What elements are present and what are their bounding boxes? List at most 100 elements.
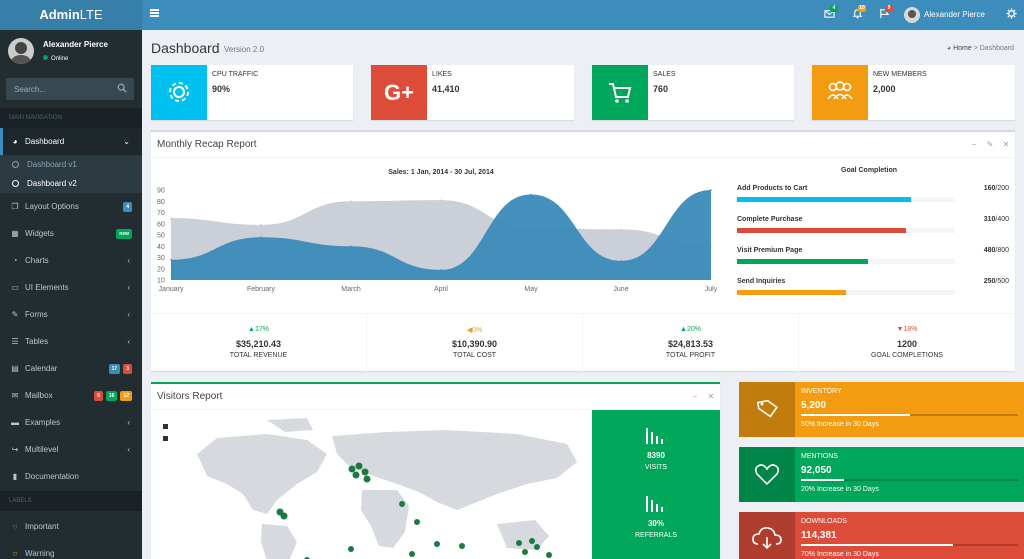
mailbox-badge-yellow: 12 <box>120 391 132 401</box>
sidebar-item-charts[interactable]: ◔ Charts ‹ <box>0 247 142 274</box>
y-tick-label: 40 <box>157 244 165 251</box>
search-button[interactable] <box>116 83 128 95</box>
info-box-icon-bg: G+ <box>371 65 427 120</box>
user-menu[interactable]: Alexander Pierce <box>904 6 985 24</box>
folder-icon: ▬ <box>11 418 19 427</box>
sidebar-item-tables[interactable]: ☰ Tables ‹ <box>0 328 142 355</box>
sidebar-item-dashboard[interactable]: ◕ Dashboard ⌄ <box>0 128 142 155</box>
chart-title: Sales: 1 Jan, 2014 - 30 Jul, 2014 <box>388 169 494 176</box>
th-icon: ▦ <box>11 229 19 238</box>
stat-percentage: ◀0% <box>466 327 483 334</box>
sidebar-toggle-button[interactable] <box>150 9 159 17</box>
notifications-button[interactable]: 10 <box>850 5 866 22</box>
tile-value: 114,381 <box>801 530 837 541</box>
search-input[interactable] <box>6 78 114 100</box>
stat-value: $35,210.43 <box>235 339 282 349</box>
goal-completion-title: Goal Completion <box>841 167 897 174</box>
data-point-series-2 <box>710 189 712 191</box>
sidebar-item-layout-options[interactable]: ❐ Layout Options 4 <box>0 193 142 220</box>
visitors-report-box: Visitors Report − ✕ 8390 VISITS <box>151 382 720 559</box>
zoom-in-button[interactable] <box>163 424 168 429</box>
info-box-new-members: NEW MEMBERS 2,000 <box>812 65 1015 120</box>
bar-chart-icon <box>646 428 663 444</box>
tile-progress-fill <box>801 479 845 481</box>
info-box-label: CPU TRAFFIC <box>212 71 259 78</box>
online-dot-icon <box>43 55 48 60</box>
data-point-series-2 <box>530 193 532 196</box>
x-tick-label: July <box>705 286 718 293</box>
sidebar-subitem-label: Dashboard v1 <box>27 160 77 169</box>
stat-caption: TOTAL REVENUE <box>229 352 288 359</box>
sidebar-item-calendar[interactable]: ▤ Calendar 17 3 <box>0 355 142 382</box>
tile-icon-bg <box>739 512 795 559</box>
data-point-series-1 <box>440 199 442 201</box>
user-status: Online <box>43 55 68 62</box>
zoom-out-button[interactable] <box>163 436 168 441</box>
goal-done: 310 <box>983 216 996 223</box>
x-tick-label: February <box>247 286 276 293</box>
data-point-series-2 <box>170 258 172 261</box>
breadcrumb-separator: > <box>973 45 980 52</box>
control-sidebar-gear-icon[interactable] <box>1006 8 1017 22</box>
sidebar-item-label: Tables <box>25 337 49 346</box>
wrench-icon[interactable]: ✎ <box>986 140 994 149</box>
sidebar-subitem-dashboard-v1[interactable]: Dashboard v1 <box>0 155 142 174</box>
chevron-left-icon: ‹ <box>127 256 130 265</box>
collapse-button[interactable]: − <box>971 140 977 149</box>
sidebar-item-ui-elements[interactable]: ▭ UI Elements ‹ <box>0 274 142 301</box>
box-title: Visitors Report <box>157 391 223 402</box>
sidebar-label-important[interactable]: ○ Important <box>0 513 142 540</box>
user-status-text: Online <box>51 56 69 62</box>
x-tick-label: March <box>341 286 361 293</box>
sidebar-label-warning[interactable]: ○ Warning <box>0 540 142 559</box>
sidebar-subitem-dashboard-v2[interactable]: Dashboard v2 <box>0 174 142 193</box>
tasks-button[interactable]: 9 <box>877 5 893 22</box>
sidebar-item-label: Dashboard <box>25 137 65 146</box>
sidebar-item-label: Widgets <box>25 229 54 238</box>
info-box-number: 760 <box>653 84 669 94</box>
pie-chart-icon: ◔ <box>12 256 18 265</box>
stat-percentage: ▲17% <box>248 326 269 333</box>
sidebar-item-mailbox[interactable]: ✉ Mailbox 5 16 12 <box>0 382 142 409</box>
sales-area-chart: Sales: 1 Jan, 2014 - 30 Jul, 2014 10 20 30 4… <box>157 169 718 293</box>
layout-badge: 4 <box>123 202 132 212</box>
box-header: Visitors Report − ✕ <box>151 384 720 410</box>
sidebar-item-documentation[interactable]: ▮ Documentation <box>0 463 142 490</box>
cart-icon <box>609 83 632 103</box>
sidebar-item-label: Forms <box>25 310 48 319</box>
goal-label: Add Products to Cart <box>737 185 808 192</box>
tile-progress <box>801 479 1018 481</box>
sidebar-item-label: Mailbox <box>25 391 53 400</box>
y-tick-label: 30 <box>157 255 165 262</box>
breadcrumb-home-link[interactable]: Home <box>953 45 972 52</box>
info-box-likes: G+ LIKES 41,410 <box>371 65 574 120</box>
cloud-download-icon <box>752 527 782 550</box>
chevron-left-icon: ‹ <box>127 310 130 319</box>
content-wrapper: Dashboard Version 2.0 ◕ Home > Dashboard… <box>142 30 1024 559</box>
info-box-icon-bg <box>151 65 207 120</box>
goal-label: Visit Premium Page <box>737 247 803 254</box>
svg-text:G+: G+ <box>384 80 414 105</box>
chevron-left-icon: ‹ <box>127 337 130 346</box>
tile-mentions: MENTIONS 92,050 20% Increase in 30 Days <box>739 447 1024 502</box>
tile-label: INVENTORY <box>801 388 842 395</box>
monthly-recap-box: Monthly Recap Report − ✎ ✕ Sales: 1 Jan,… <box>151 130 1015 374</box>
sidebar-item-widgets[interactable]: ▦ Widgets new <box>0 220 142 247</box>
logo-light: LTE <box>79 7 103 22</box>
avatar <box>8 38 34 64</box>
sidebar-item-multilevel[interactable]: ↪ Multilevel ‹ <box>0 436 142 463</box>
sidebar-item-forms[interactable]: ✎ Forms ‹ <box>0 301 142 328</box>
y-tick-label: 80 <box>157 199 165 206</box>
sidebar-item-examples[interactable]: ▬ Examples ‹ <box>0 409 142 436</box>
close-icon[interactable]: ✕ <box>707 392 715 401</box>
progress-fill <box>737 197 912 202</box>
sidebar-subitem-label: Dashboard v2 <box>27 179 77 188</box>
circle-icon <box>12 180 19 187</box>
app-logo[interactable]: AdminLTE <box>0 0 142 30</box>
mail-button[interactable]: 4 <box>822 5 838 22</box>
tile-inventory: INVENTORY 5,200 50% Increase in 30 Days <box>739 382 1024 437</box>
close-icon[interactable]: ✕ <box>1002 140 1010 149</box>
collapse-button[interactable]: − <box>692 392 698 401</box>
stat-total-revenue: ▲17% $35,210.43 TOTAL REVENUE <box>151 314 367 374</box>
referrals-value: 30% <box>647 519 664 528</box>
